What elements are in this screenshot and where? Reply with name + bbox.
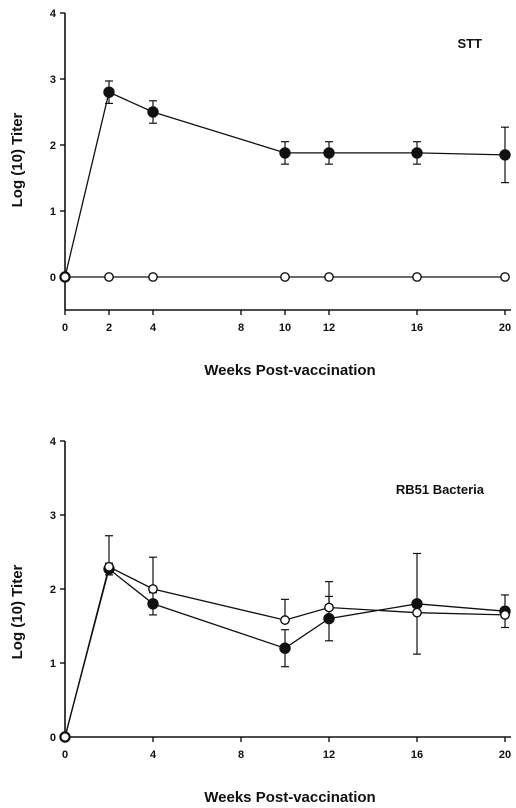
data-point-open bbox=[324, 272, 334, 282]
y-tick-label: 1 bbox=[50, 658, 56, 670]
data-point-open bbox=[60, 272, 70, 282]
y-tick-label: 0 bbox=[50, 272, 56, 284]
series-line bbox=[64, 91, 506, 278]
y-tick-label: 4 bbox=[50, 8, 57, 20]
data-point-filled bbox=[323, 612, 335, 625]
error-bars bbox=[105, 535, 509, 668]
x-tick-label: 16 bbox=[411, 322, 423, 334]
data-point-filled bbox=[279, 147, 291, 159]
y-tick-label: 0 bbox=[50, 732, 56, 744]
data-point-filled bbox=[499, 149, 511, 161]
data-point-filled bbox=[411, 147, 423, 159]
data-point-open bbox=[412, 607, 422, 618]
y-axis-label: Log (10) Titer bbox=[9, 564, 26, 659]
panel-title: RB51 Bacteria bbox=[396, 482, 485, 497]
data-point-open bbox=[148, 584, 158, 594]
data-points bbox=[59, 86, 511, 283]
x-tick-label: 4 bbox=[150, 322, 157, 334]
x-tick-label: 2 bbox=[106, 322, 112, 334]
data-point-open bbox=[324, 602, 334, 613]
data-point-open bbox=[60, 732, 70, 742]
x-axis-label: Weeks Post-vaccination bbox=[204, 789, 375, 806]
y-tick-label: 1 bbox=[50, 206, 56, 218]
y-tick-label: 3 bbox=[50, 510, 56, 522]
x-tick-label: 20 bbox=[499, 749, 511, 761]
data-points bbox=[59, 561, 511, 743]
y-tick-label: 2 bbox=[50, 584, 56, 596]
error-bars bbox=[105, 80, 509, 184]
data-point-open bbox=[500, 610, 510, 620]
data-point-open bbox=[500, 272, 510, 282]
x-tick-label: 8 bbox=[238, 749, 244, 761]
x-tick-label: 10 bbox=[279, 322, 291, 334]
x-tick-label: 16 bbox=[411, 749, 423, 761]
data-point-filled bbox=[103, 86, 115, 98]
x-tick-label: 0 bbox=[62, 749, 68, 761]
y-tick-label: 3 bbox=[50, 74, 56, 86]
data-point-open bbox=[280, 272, 290, 282]
data-point-filled bbox=[411, 598, 423, 610]
data-point-filled bbox=[323, 147, 335, 159]
x-tick-label: 20 bbox=[499, 322, 511, 334]
x-axis-label: Weeks Post-vaccination bbox=[204, 362, 375, 379]
y-tick-label: 2 bbox=[50, 140, 56, 152]
axes bbox=[60, 12, 511, 315]
x-tick-label: 4 bbox=[150, 749, 157, 761]
y-axis-label: Log (10) Titer bbox=[9, 112, 26, 207]
data-point-filled bbox=[279, 642, 291, 654]
data-point-filled bbox=[147, 106, 159, 118]
x-tick-label: 0 bbox=[62, 322, 68, 334]
data-point-open bbox=[104, 561, 114, 572]
x-tick-label: 12 bbox=[323, 322, 335, 334]
series-lines bbox=[64, 91, 506, 278]
data-point-open bbox=[280, 615, 290, 625]
data-point-open bbox=[104, 272, 114, 282]
data-point-open bbox=[412, 272, 422, 282]
data-point-open bbox=[148, 272, 158, 282]
panel-title: STT bbox=[457, 36, 482, 51]
x-tick-label: 8 bbox=[238, 322, 244, 334]
y-tick-label: 4 bbox=[50, 436, 57, 448]
x-tick-label: 12 bbox=[323, 749, 335, 761]
data-point-filled bbox=[147, 598, 159, 610]
